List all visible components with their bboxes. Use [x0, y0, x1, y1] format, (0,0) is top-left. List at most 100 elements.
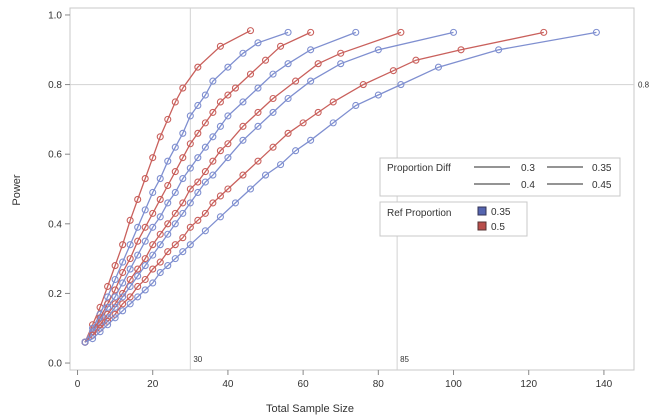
series-6-point-9: [149, 265, 157, 273]
series-6-point-14: [186, 223, 194, 231]
legend-line-label-1: 0.35: [592, 163, 612, 174]
series-2-point-18: [216, 98, 224, 106]
series-4-point-26: [397, 28, 405, 36]
x-axis-title: Total Sample Size: [266, 403, 354, 415]
series-4-point-8: [141, 255, 149, 263]
series-4-point-18: [216, 147, 224, 155]
series-1-point-20: [254, 39, 262, 47]
series-line-5: [84, 31, 454, 343]
series-7-point-24: [352, 101, 360, 110]
series-1-point-9: [149, 188, 157, 197]
series-7-point-1: [89, 335, 97, 343]
x-tick-label-0: 0: [75, 379, 81, 390]
x-tick-label-5: 100: [445, 379, 462, 390]
series-1-point-11: [164, 157, 172, 165]
series-2-point-21: [246, 70, 255, 78]
series-2-point-7: [134, 237, 142, 245]
series-1-point-8: [141, 206, 149, 214]
series-7-point-22: [307, 136, 315, 144]
series-7-point-27: [434, 63, 443, 71]
series-7-point-13: [179, 248, 187, 256]
x-tick-label-6: 120: [520, 379, 537, 390]
series-0-point-16: [246, 27, 255, 35]
series-0-point-7: [134, 195, 142, 203]
series-6-point-17: [209, 199, 217, 207]
series-6-point-7: [134, 282, 142, 291]
series-6-point-24: [299, 119, 307, 127]
series-4-point-6: [126, 275, 134, 284]
series-6-point-28: [389, 67, 397, 75]
series-7-point-18: [246, 185, 255, 193]
series-0-point-3: [104, 282, 112, 291]
series-5-point-22: [284, 94, 292, 103]
series-7-point-12: [171, 255, 179, 263]
y-tick-label-0: 0.0: [48, 359, 62, 370]
x-tick-label-4: 80: [373, 379, 385, 390]
series-0-point-15: [216, 42, 224, 50]
series-6-point-19: [224, 185, 232, 193]
series-7-point-8: [141, 286, 149, 294]
series-0-point-5: [119, 241, 127, 249]
series-1-point-13: [179, 129, 187, 137]
series-0-point-14: [194, 63, 202, 71]
series-6-point-12: [171, 241, 179, 249]
series-5-point-4: [111, 303, 119, 311]
series-3-point-25: [352, 28, 360, 36]
series-4-point-16: [201, 168, 209, 176]
series-6-point-18: [216, 192, 224, 200]
series-3-point-14: [186, 164, 194, 172]
series-1-point-21: [284, 28, 292, 36]
series-1-point-6: [126, 241, 134, 249]
series-1-point-18: [224, 63, 232, 71]
series-5-point-19: [239, 136, 247, 144]
series-4-point-17: [209, 157, 217, 165]
series-1-point-19: [239, 49, 247, 57]
series-ref0.35-diff0.45: [81, 28, 292, 346]
legend-line-title: Proportion Diff: [387, 163, 451, 174]
series-3-point-21: [254, 84, 262, 92]
series-line-2: [84, 31, 311, 343]
series-1-point-14: [186, 112, 194, 120]
series-3-point-22: [269, 70, 277, 78]
series-3-point-18: [216, 122, 224, 130]
series-2-point-23: [277, 42, 285, 50]
y-tick-label-5: 1.0: [48, 10, 62, 21]
series-ref0.35-diff0.3: [81, 28, 600, 346]
series-3-point-19: [224, 112, 232, 120]
series-2-point-12: [171, 168, 179, 176]
series-ref0.5-diff0.3: [81, 28, 548, 346]
series-ref0.35-diff0.4: [81, 28, 360, 346]
legend-color-box: [379, 201, 528, 237]
series-4-point-14: [186, 185, 194, 193]
legend-line-label-3: 0.45: [592, 180, 612, 191]
series-4-point-7: [134, 265, 142, 273]
series-4-point-21: [254, 108, 262, 116]
series-7-point-7: [134, 293, 142, 301]
series-6-point-29: [412, 56, 420, 64]
series-4-point-20: [239, 122, 247, 130]
series-7-point-28: [495, 46, 503, 54]
legend-line-label-2: 0.4: [521, 180, 535, 191]
series-7-point-14: [186, 241, 194, 249]
series-1-point-7: [134, 223, 142, 231]
series-3-point-11: [164, 199, 172, 207]
series-3-point-5: [119, 279, 127, 287]
series-1-point-16: [201, 91, 209, 99]
series-5-point-12: [171, 220, 179, 228]
series-6-point-31: [540, 28, 548, 36]
series-5-point-21: [269, 108, 277, 116]
series-1-point-15: [194, 101, 202, 110]
series-7-point-25: [374, 91, 382, 99]
series-5-point-24: [337, 60, 345, 68]
series-5-point-23: [307, 77, 315, 85]
series-6-point-13: [179, 234, 187, 242]
series-2-point-14: [186, 140, 194, 148]
series-6-point-26: [329, 98, 337, 106]
series-2-point-8: [141, 223, 149, 231]
series-6-point-8: [141, 275, 149, 284]
x-tick-label-2: 40: [222, 379, 234, 390]
series-4-point-19: [224, 140, 232, 148]
series-2-point-13: [179, 154, 187, 162]
series-5-point-16: [201, 178, 209, 186]
